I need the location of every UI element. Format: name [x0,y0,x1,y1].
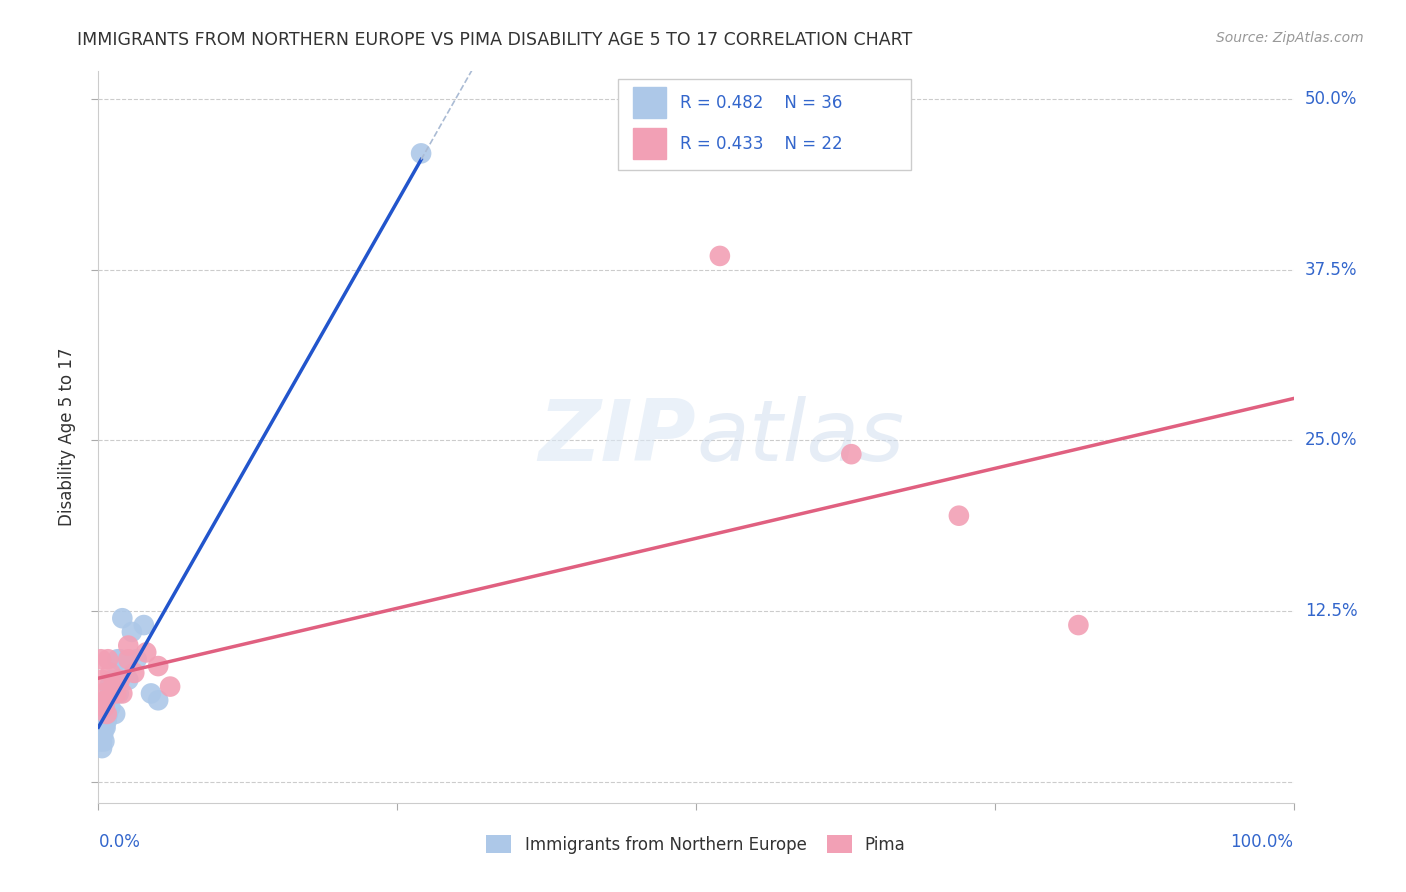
Point [124,665,146,680]
Point [108,652,131,666]
FancyBboxPatch shape [619,78,911,170]
Point [111,686,134,700]
Point [709,249,731,263]
Point [98,693,121,707]
Point [94,693,117,707]
Point [105,673,128,687]
Point [98,700,122,714]
Point [159,680,181,694]
Text: IMMIGRANTS FROM NORTHERN EUROPE VS PIMA DISABILITY AGE 5 TO 17 CORRELATION CHART: IMMIGRANTS FROM NORTHERN EUROPE VS PIMA … [77,31,912,49]
Text: 0.0%: 0.0% [98,833,141,851]
Point [91,686,114,700]
Point [117,639,139,653]
Point [96,714,118,728]
Text: atlas: atlas [696,395,904,479]
Point [117,652,139,666]
Point [90,652,112,666]
Point [104,706,127,721]
Text: 100.0%: 100.0% [1230,833,1294,851]
Point [148,693,170,707]
Point [97,652,120,666]
Point [125,652,148,666]
Point [132,618,155,632]
Point [96,706,118,721]
Text: 12.5%: 12.5% [1305,602,1357,621]
Point [90,727,112,741]
Point [91,673,114,687]
Point [93,706,115,721]
Text: Source: ZipAtlas.com: Source: ZipAtlas.com [1216,31,1364,45]
Point [111,611,134,625]
Point [91,721,114,735]
Point [114,659,136,673]
Point [98,665,122,680]
Text: 25.0%: 25.0% [1305,432,1357,450]
Text: R = 0.433    N = 22: R = 0.433 N = 22 [681,135,844,153]
Point [411,146,433,161]
Point [841,447,863,461]
Legend: Immigrants from Northern Europe, Pima: Immigrants from Northern Europe, Pima [479,829,912,860]
Point [93,721,115,735]
Point [1067,618,1090,632]
Point [107,686,129,700]
Point [148,659,170,673]
Point [117,673,139,687]
Bar [633,87,666,118]
Point [93,700,115,714]
Point [91,741,114,756]
Point [135,645,157,659]
Y-axis label: Disability Age 5 to 17: Disability Age 5 to 17 [58,348,76,526]
Point [93,734,115,748]
Point [94,700,117,714]
Point [94,721,117,735]
Bar [633,128,666,159]
Point [96,693,118,707]
Point [100,673,122,687]
Point [108,673,131,687]
Point [139,686,162,700]
Point [103,680,125,694]
Point [91,734,114,748]
Point [101,686,124,700]
Point [948,508,970,523]
Text: R = 0.482    N = 36: R = 0.482 N = 36 [681,94,842,112]
Text: 37.5%: 37.5% [1305,260,1357,278]
Point [90,721,112,735]
Point [121,624,143,639]
Point [97,706,120,721]
Point [89,734,111,748]
Point [98,680,121,694]
Text: 50.0%: 50.0% [1305,90,1357,108]
Point [101,680,124,694]
Point [91,727,114,741]
Point [91,714,114,728]
Point [107,652,129,666]
Text: ZIP: ZIP [538,395,696,479]
Point [105,686,128,700]
